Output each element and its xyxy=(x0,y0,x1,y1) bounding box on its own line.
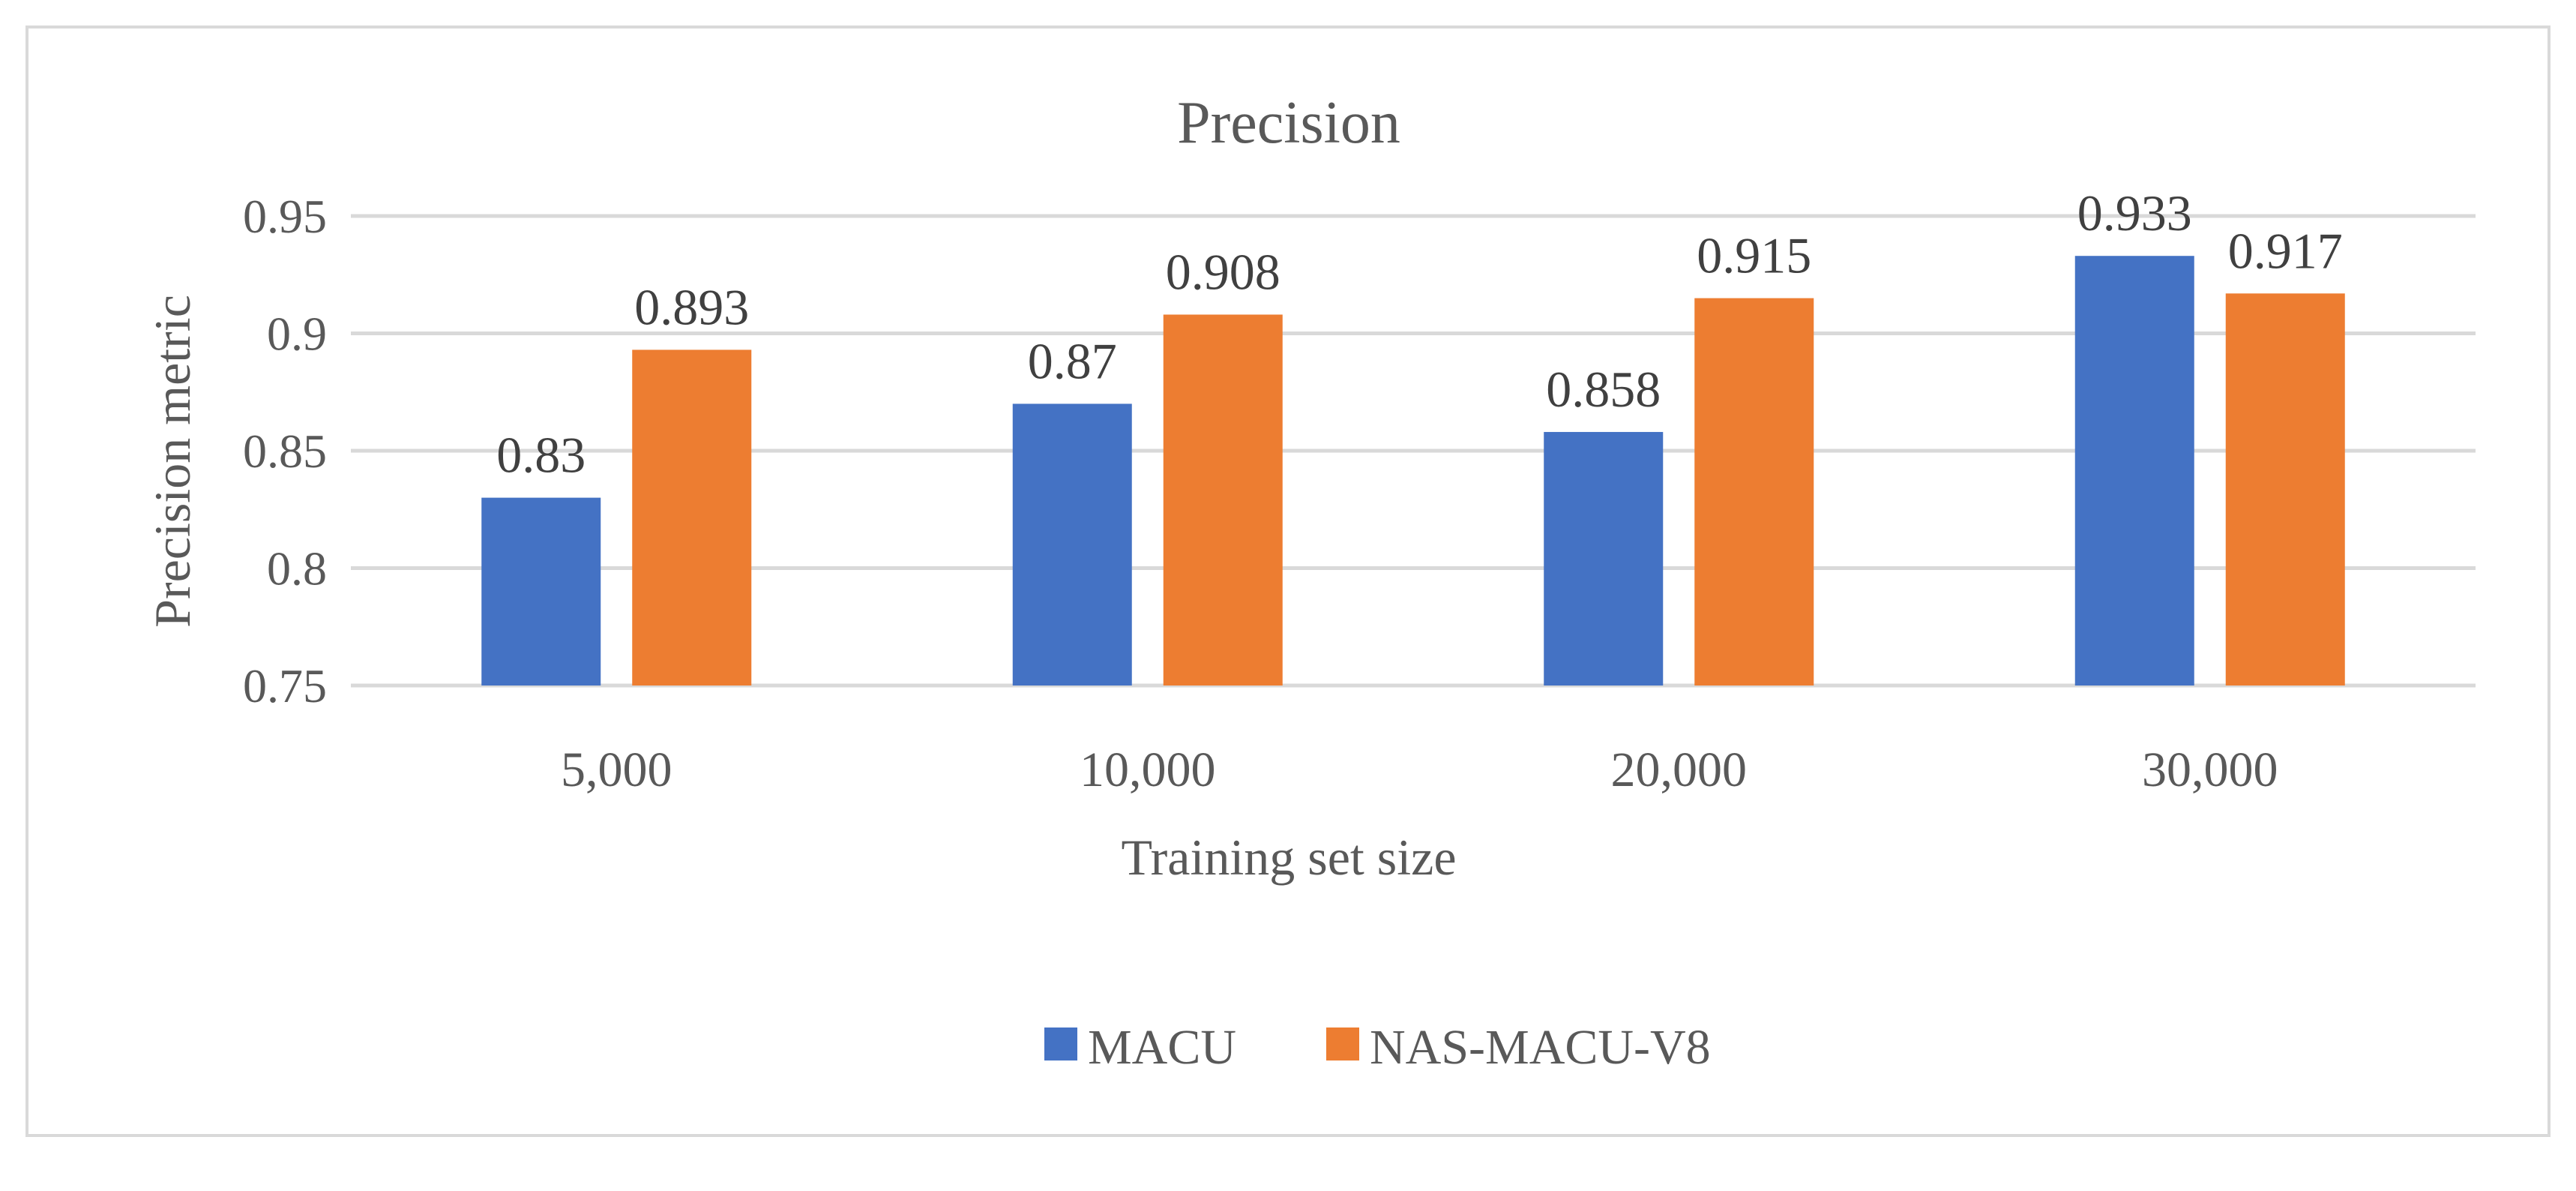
bar-macu-2 xyxy=(1012,404,1132,686)
bars xyxy=(481,256,2345,686)
bar-nas-macu-v8-3 xyxy=(1694,298,1814,686)
y-axis-title: Precision metric xyxy=(144,295,201,628)
data-label: 0.933 xyxy=(2077,184,2192,242)
data-label: 0.917 xyxy=(2228,222,2343,279)
chart: Precision 0.750.80.850.90.95 0.830.8930.… xyxy=(144,90,2476,1075)
legend-label: NAS-MACU-V8 xyxy=(1370,1020,1711,1075)
bar-nas-macu-v8-1 xyxy=(632,350,752,686)
data-label: 0.83 xyxy=(496,427,586,484)
bar-macu-1 xyxy=(481,497,601,686)
bar-nas-macu-v8-4 xyxy=(2225,293,2345,686)
x-tick-label: 5,000 xyxy=(561,742,672,797)
legend: MACU NAS-MACU-V8 xyxy=(1044,1020,1711,1075)
y-tick-label: 0.85 xyxy=(243,424,327,478)
data-label: 0.858 xyxy=(1546,361,1661,418)
data-labels: 0.83 0.893 0.87 0.908 0.858 0.915 0.933 0.917 xyxy=(496,184,2343,483)
y-tick-label: 0.8 xyxy=(267,542,327,596)
bar-nas-macu-v8-2 xyxy=(1163,314,1283,686)
y-axis-ticks: 0.75 0.8 0.85 0.9 0.95 xyxy=(243,190,327,712)
bar-macu-3 xyxy=(1544,431,1664,686)
x-tick-label: 10,000 xyxy=(1080,742,1216,797)
x-axis-ticks: 5,000 10,000 20,000 30,000 xyxy=(561,742,2278,797)
bar-macu-4 xyxy=(2074,256,2194,686)
y-tick-label: 0.75 xyxy=(243,659,327,712)
chart-frame: Precision 0.75 0.8 0.85 0.9 0.95 0.83 0.893 0.… xyxy=(25,26,2551,1137)
y-tick-label: 0.9 xyxy=(267,308,327,361)
data-label: 0.915 xyxy=(1697,227,1811,284)
x-tick-label: 30,000 xyxy=(2142,742,2278,797)
data-label: 0.893 xyxy=(634,278,749,335)
legend-label: MACU xyxy=(1088,1020,1236,1075)
y-tick-label: 0.95 xyxy=(243,190,327,243)
data-label: 0.87 xyxy=(1028,332,1117,389)
legend-swatch xyxy=(1326,1028,1359,1060)
x-tick-label: 20,000 xyxy=(1611,742,1748,797)
data-label: 0.908 xyxy=(1166,243,1281,300)
legend-swatch xyxy=(1044,1028,1077,1060)
chart-title: Precision xyxy=(1177,90,1400,156)
x-axis-title: Training set size xyxy=(1121,829,1456,886)
